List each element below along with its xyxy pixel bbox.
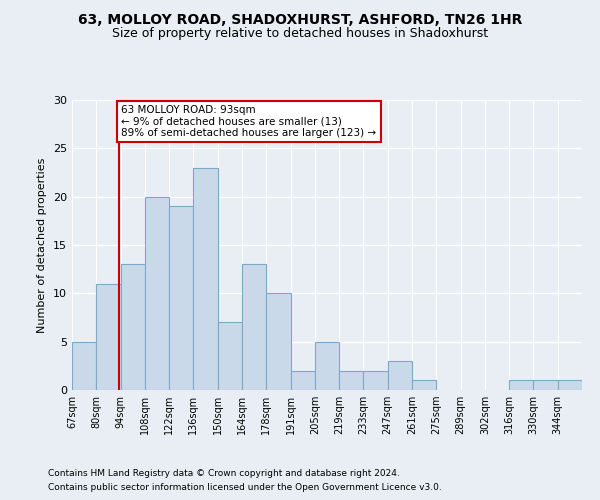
Text: Contains public sector information licensed under the Open Government Licence v3: Contains public sector information licen… (48, 484, 442, 492)
Bar (412, 380, 436, 390)
Y-axis label: Number of detached properties: Number of detached properties (37, 158, 47, 332)
Bar (364, 370, 388, 390)
Text: Contains HM Land Registry data © Crown copyright and database right 2024.: Contains HM Land Registry data © Crown c… (48, 468, 400, 477)
Bar (509, 380, 533, 390)
Bar (72, 342, 96, 390)
Bar (339, 370, 364, 390)
Bar (558, 380, 582, 390)
Bar (533, 380, 558, 390)
Bar (242, 264, 266, 390)
Bar (145, 196, 169, 390)
Bar (169, 206, 193, 390)
Text: Size of property relative to detached houses in Shadoxhurst: Size of property relative to detached ho… (112, 28, 488, 40)
Bar (388, 361, 412, 390)
Bar (121, 264, 145, 390)
Bar (315, 342, 339, 390)
Bar (290, 370, 315, 390)
Bar (218, 322, 242, 390)
Text: 63, MOLLOY ROAD, SHADOXHURST, ASHFORD, TN26 1HR: 63, MOLLOY ROAD, SHADOXHURST, ASHFORD, T… (78, 12, 522, 26)
Bar (266, 294, 290, 390)
Text: 63 MOLLOY ROAD: 93sqm
← 9% of detached houses are smaller (13)
89% of semi-detac: 63 MOLLOY ROAD: 93sqm ← 9% of detached h… (121, 105, 376, 138)
Bar (96, 284, 121, 390)
Bar (193, 168, 218, 390)
